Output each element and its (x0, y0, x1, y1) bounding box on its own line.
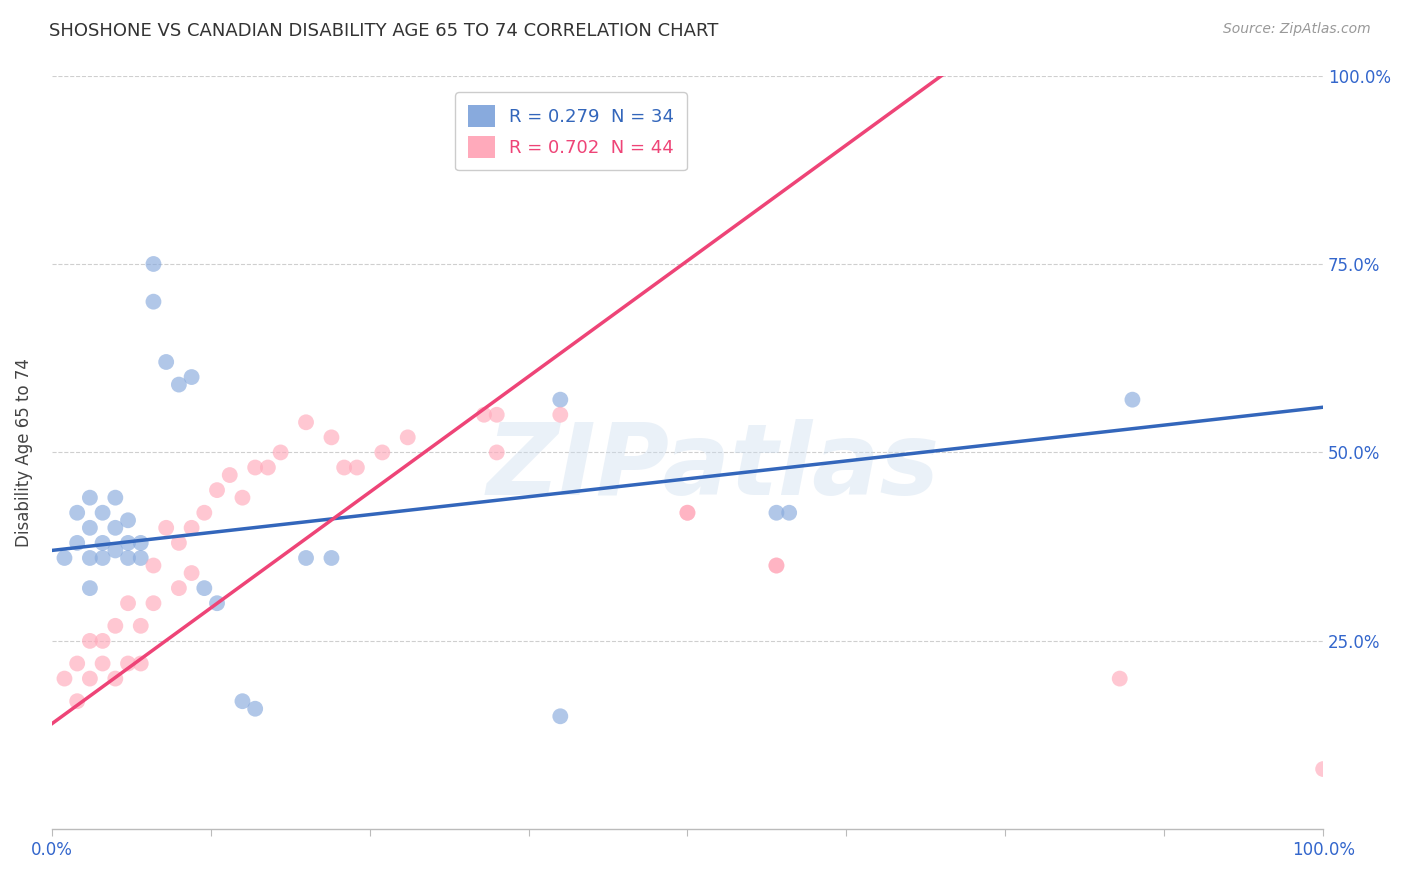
Point (66, 694, 89, 708)
Point (193, 581, 215, 595)
Point (53, 551, 76, 566)
Point (91, 551, 114, 566)
Point (765, 558, 787, 573)
Point (117, 596, 139, 610)
Point (550, 408, 572, 422)
Point (205, 596, 228, 610)
Point (257, 460, 280, 475)
Point (676, 506, 699, 520)
Point (167, 536, 190, 550)
Point (472, 408, 495, 422)
Point (104, 521, 127, 535)
Point (155, 355, 177, 369)
Point (129, 657, 152, 671)
Point (193, 506, 215, 520)
Point (142, 596, 165, 610)
Point (396, 430, 419, 444)
Point (1121, 392, 1143, 407)
Point (485, 106, 508, 120)
Point (218, 468, 240, 483)
Text: ZIPatlas: ZIPatlas (486, 419, 939, 516)
Point (129, 619, 152, 633)
Point (333, 460, 356, 475)
Point (550, 709, 572, 723)
Point (550, 392, 572, 407)
Point (79, 521, 101, 535)
Point (79, 581, 101, 595)
Point (485, 445, 508, 459)
Point (346, 460, 368, 475)
Point (243, 460, 266, 475)
Point (295, 415, 318, 429)
Point (117, 513, 139, 527)
Point (295, 551, 318, 566)
Point (117, 551, 139, 566)
Legend: R = 0.279  N = 34, R = 0.702  N = 44: R = 0.279 N = 34, R = 0.702 N = 44 (456, 92, 686, 170)
Point (231, 694, 253, 708)
Point (180, 521, 202, 535)
Point (66, 657, 89, 671)
Point (1108, 672, 1130, 686)
Point (79, 551, 101, 566)
Point (142, 257, 165, 271)
Point (371, 445, 394, 459)
Point (155, 521, 177, 535)
Point (129, 536, 152, 550)
Point (91, 506, 114, 520)
Point (129, 551, 152, 566)
Point (167, 377, 190, 392)
Point (66, 506, 89, 520)
Point (104, 672, 127, 686)
Point (79, 672, 101, 686)
Point (765, 558, 787, 573)
Point (485, 408, 508, 422)
Point (142, 294, 165, 309)
Point (765, 506, 787, 520)
Text: SHOSHONE VS CANADIAN DISABILITY AGE 65 TO 74 CORRELATION CHART: SHOSHONE VS CANADIAN DISABILITY AGE 65 T… (49, 22, 718, 40)
Point (321, 430, 343, 444)
Point (91, 633, 114, 648)
Point (66, 536, 89, 550)
Point (79, 633, 101, 648)
Point (205, 483, 228, 497)
Point (91, 657, 114, 671)
Point (104, 619, 127, 633)
Point (180, 370, 202, 384)
Point (53, 672, 76, 686)
Point (243, 702, 266, 716)
Point (117, 657, 139, 671)
Point (79, 491, 101, 505)
Point (321, 551, 343, 566)
Point (91, 536, 114, 550)
Point (676, 506, 699, 520)
Point (167, 581, 190, 595)
Point (270, 445, 292, 459)
Point (117, 536, 139, 550)
Point (778, 506, 800, 520)
Point (1312, 762, 1334, 776)
Point (180, 566, 202, 580)
Point (104, 491, 127, 505)
Point (142, 558, 165, 573)
Point (231, 491, 253, 505)
Text: Source: ZipAtlas.com: Source: ZipAtlas.com (1223, 22, 1371, 37)
Y-axis label: Disability Age 65 to 74: Disability Age 65 to 74 (15, 358, 32, 547)
Point (104, 543, 127, 558)
